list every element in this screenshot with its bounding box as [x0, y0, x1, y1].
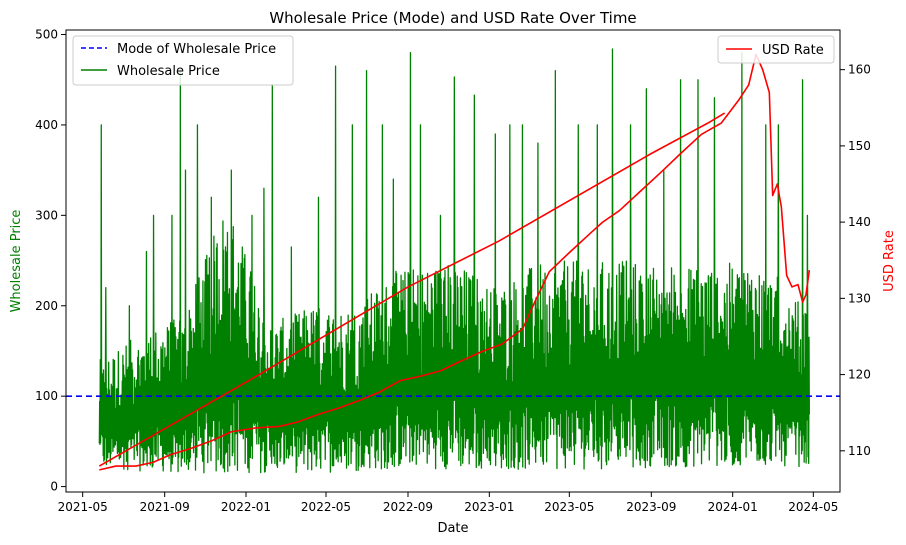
y-left-tick-label: 0: [50, 480, 58, 494]
y-left-tick-label: 300: [35, 208, 58, 222]
legend-left: Mode of Wholesale Price Wholesale Price: [72, 35, 294, 86]
x-tick-label: 2022-01: [221, 500, 271, 514]
wholesale-price-line: [98, 48, 810, 474]
y-right-tick-label: 120: [848, 368, 871, 382]
x-tick-label: 2024-05: [788, 500, 838, 514]
y-left-tick-label: 400: [35, 118, 58, 132]
y-right-tick-label: 110: [848, 444, 871, 458]
y-axis-right-label: USD Rate: [882, 230, 897, 292]
x-tick-label: 2023-09: [626, 500, 676, 514]
legend-left-box: [72, 35, 294, 86]
axes-layer: 2021-05 2021-09 2022-01 2022-05 2022-09 2023-…: [35, 28, 871, 514]
legend-usd-label: USD Rate: [762, 43, 824, 58]
x-tick-label: 2022-09: [383, 500, 433, 514]
y-right-tick-label: 160: [848, 63, 871, 77]
legend-wholesale-label: Wholesale Price: [117, 64, 220, 79]
legend-right: USD Rate: [717, 35, 835, 64]
plot-frame: [65, 29, 841, 493]
legend-mode-label: Mode of Wholesale Price: [117, 42, 276, 57]
chart-title: Wholesale Price (Mode) and USD Rate Over…: [269, 9, 636, 27]
y-left-tick-label: 200: [35, 299, 58, 313]
x-tick-label: 2023-01: [464, 500, 514, 514]
legend-right-box: [717, 35, 835, 64]
x-axis-label: Date: [437, 521, 468, 536]
y-right-tick-label: 150: [848, 139, 871, 153]
series-layer: [66, 48, 840, 474]
usd-rate-line: [99, 53, 811, 471]
x-tick-label: 2023-05: [544, 500, 594, 514]
x-tick-label: 2022-05: [301, 500, 351, 514]
y-left-tick-label: 500: [35, 28, 58, 42]
x-tick-label: 2024-01: [708, 500, 758, 514]
y-right-tick-label: 130: [848, 291, 871, 305]
y-left-tick-label: 100: [35, 389, 58, 403]
usd-rate-line-upper: [98, 112, 726, 467]
y-axis-left-label: Wholesale Price: [9, 210, 24, 313]
x-tick-label: 2021-05: [58, 500, 108, 514]
x-tick-label: 2021-09: [140, 500, 190, 514]
y-right-tick-label: 140: [848, 215, 871, 229]
